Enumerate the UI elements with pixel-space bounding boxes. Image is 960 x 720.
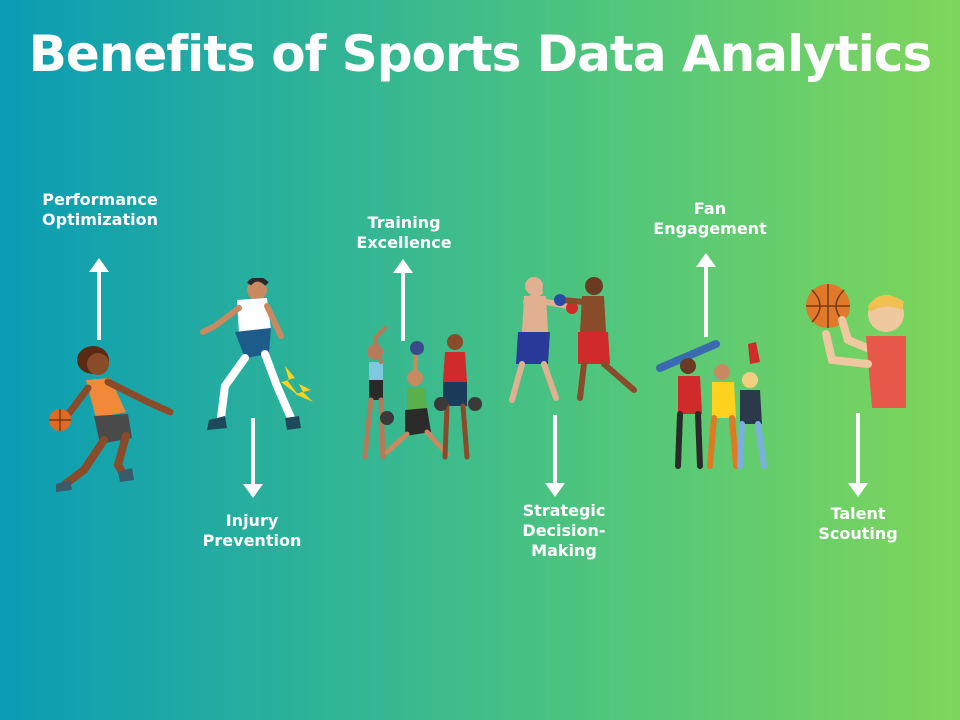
cheering-fans-icon bbox=[656, 340, 767, 469]
arrow-down-icon bbox=[848, 413, 868, 497]
soccer-player-injury-icon bbox=[200, 278, 313, 430]
label-training-excellence: Training Excellence bbox=[356, 213, 452, 252]
arrow-up-icon bbox=[696, 253, 716, 337]
label-strategic-decision-making: Strategic Decision- Making bbox=[522, 501, 606, 560]
basketball-shooter-icon bbox=[806, 284, 906, 408]
label-talent-scouting: Talent Scouting bbox=[818, 504, 898, 543]
label-fan-engagement: Fan Engagement bbox=[653, 199, 767, 238]
boxers-sparring-icon bbox=[509, 277, 637, 403]
label-injury-prevention: Injury Prevention bbox=[202, 511, 302, 550]
basketball-dribbler-icon bbox=[49, 346, 174, 492]
arrow-down-icon bbox=[243, 418, 263, 498]
page-title: Benefits of Sports Data Analytics bbox=[28, 25, 932, 83]
label-performance-optimization: Performance Optimization bbox=[42, 190, 158, 229]
arrow-down-icon bbox=[545, 415, 565, 497]
gym-training-group-icon bbox=[362, 326, 482, 460]
arrow-up-icon bbox=[89, 258, 109, 340]
arrow-up-icon bbox=[393, 259, 413, 341]
